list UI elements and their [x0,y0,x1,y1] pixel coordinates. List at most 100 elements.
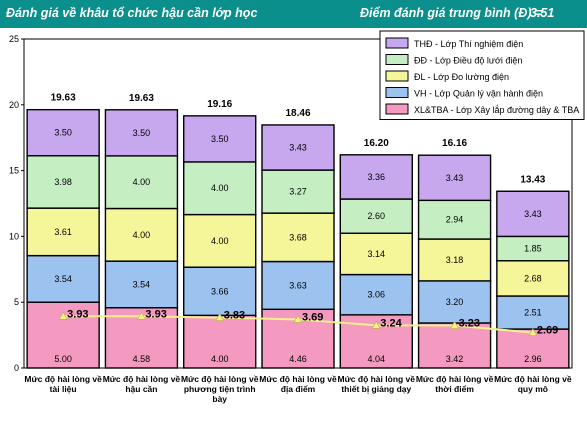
y-tick-label: 0 [14,363,19,373]
average-line-label: 3.69 [302,311,323,323]
bar-segment [26,254,100,303]
bar-total-label: 19.63 [129,93,154,104]
bar-segment-label: 3.06 [368,290,386,300]
bar-total-label: 16.16 [442,138,467,149]
bar-segment-label: 3.68 [289,232,307,242]
legend-swatch [385,37,409,49]
legend-swatch [385,87,409,98]
bar-segment [339,198,413,234]
bar-segment [339,154,413,200]
x-category-label: Mức độ hài lòng về [416,374,494,384]
average-line-marker [528,327,538,336]
bar-segment-label: 3.42 [446,354,464,364]
average-line-label: 3.23 [459,317,480,329]
bar-segment [261,124,335,171]
bar-segment [183,213,257,268]
bar-segment-label: 3.98 [54,177,72,187]
bar-segment-label: 4.46 [289,354,307,364]
legend-entry-label: XL&TBA - Lớp Xây lắp đường dây & TBA [414,105,579,115]
bar-segment-label: 2.51 [524,308,542,318]
bar-segment-label: 4.00 [133,230,151,240]
bar-segment-label: 3.43 [446,173,464,183]
bar-segment [417,280,492,324]
bar-segment-label: 4.00 [211,354,229,364]
bar-segment-label: 4.00 [211,183,229,193]
legend-swatch [385,103,409,115]
bar-segment [261,212,335,263]
average-line-label: 3.24 [380,317,402,329]
legend-swatch [385,54,409,65]
bar-segment-label: 3.36 [368,172,386,182]
bar-total-label: 19.16 [207,99,232,110]
bar-segment [183,161,257,216]
bar-segment [183,314,257,369]
x-category-label: quy mô [518,384,548,394]
bar-segment [496,190,570,238]
average-line-marker [293,314,303,323]
bar-segment [417,238,492,282]
bar-segment-label: 4.04 [368,354,386,364]
bar-segment-label: 3.43 [524,209,542,219]
bar-total-label: 16.20 [364,138,389,149]
bar-total-label: 13.43 [520,174,545,185]
y-tick-label: 25 [9,34,19,44]
bar-segment [183,115,257,163]
legend-swatch [385,70,409,82]
average-line-label: 3.83 [224,310,245,322]
bar-segment [104,109,179,157]
bar-segment [26,207,100,257]
bar-segment-label: 3.50 [133,128,151,138]
bar-segment-label: 3.20 [446,297,464,307]
bar-segment-label: 3.43 [289,143,307,153]
x-category-label: thiết bị giảng dạy [341,384,411,394]
average-line-marker [58,311,68,320]
bar-segment [104,260,179,309]
bar-segment-label: 3.54 [54,274,72,284]
x-category-label: Mức độ hài lòng về [338,374,416,384]
bar-segment-label: 4.00 [211,236,229,246]
average-line-marker [215,312,225,321]
bar-segment [104,207,179,262]
bar-segment-label: 1.85 [524,244,542,254]
bar-segment-label: 4.00 [133,177,151,187]
bar-segment-label: 3.18 [446,255,464,265]
bar-segment [417,154,492,202]
bar-segment-label: 3.14 [368,249,386,259]
x-category-label: Mức độ hài lòng về [181,374,259,384]
x-category-label: hậu cần [125,384,157,394]
bar-total-label: 18.46 [285,108,310,119]
y-tick-label: 5 [14,297,19,307]
average-value: 3.51 [530,6,555,20]
bar-segment-label: 3.63 [289,280,307,290]
bar-segment-label: 2.68 [524,273,542,283]
bar-segment [26,108,100,157]
average-label: Điểm đánh giá trung bình (Đ) = [360,6,543,20]
bar-segment-label: 3.50 [211,134,229,144]
legend-box [379,30,585,120]
y-tick-label: 20 [9,100,19,110]
x-category-label: Mức độ hài lòng về [494,374,572,384]
x-category-label: địa điểm [281,384,316,394]
x-category-label: tài liệu [50,384,77,394]
bar-segment [261,169,335,214]
x-category-label: thời điểm [435,384,474,394]
bar-segment-label: 3.61 [54,227,72,237]
x-category-label: Mức độ hài lòng về [103,374,181,384]
average-line-label: 2.69 [537,325,558,337]
x-category-label: bày [212,394,227,404]
bar-segment-label: 3.50 [54,128,72,138]
x-category-label: Mức độ hài lòng về [24,374,102,384]
bar-segment-label: 3.54 [133,279,151,289]
average-line-marker [136,311,146,320]
bar-segment [104,155,179,210]
x-category-label: phương tiện trình [184,384,256,394]
bar-segment [26,155,100,209]
legend-entry-label: ĐĐ - Lớp Điều độ lưới điện [414,56,522,66]
average-line-marker [371,320,381,329]
y-tick-label: 15 [9,166,19,176]
header-bar: Đánh giá về khâu tổ chức hậu cần lớp học… [0,0,587,28]
average-line-label: 3.93 [67,308,88,320]
bar-segment-label: 3.66 [211,286,229,296]
x-category-label: Mức độ hài lòng về [259,374,337,384]
